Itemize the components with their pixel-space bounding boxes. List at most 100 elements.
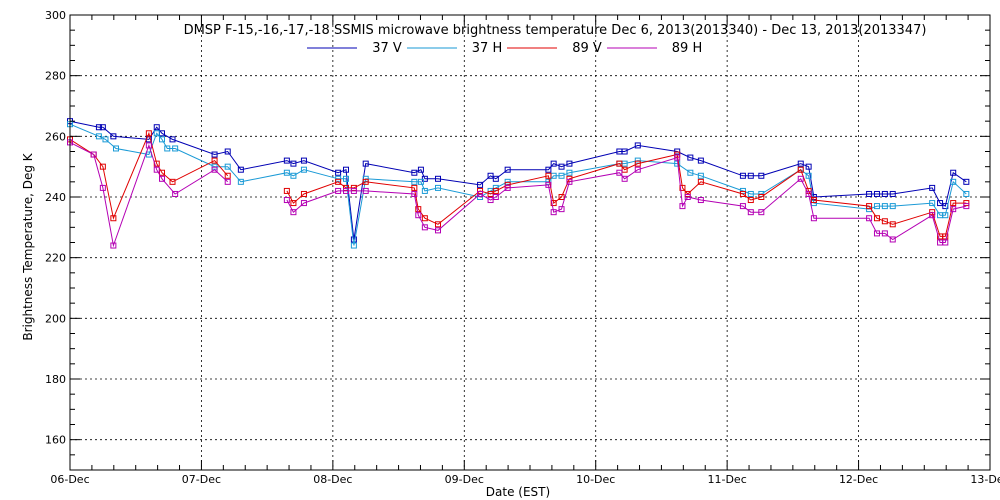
x-tick-label: 12-Dec	[839, 473, 878, 486]
data-point	[950, 200, 957, 207]
data-point	[687, 169, 694, 176]
data-point	[435, 184, 441, 191]
data-point	[435, 175, 441, 182]
data-point	[290, 200, 297, 207]
series-layer	[67, 118, 970, 249]
data-point	[621, 175, 628, 182]
data-point	[237, 166, 244, 173]
legend-item: 89 H	[607, 41, 702, 56]
data-point	[172, 145, 179, 152]
data-point	[283, 197, 290, 204]
data-point	[172, 190, 179, 197]
chart-title: DMSP F-15,-16,-17,-18 SSMIS microwave br…	[184, 23, 927, 38]
data-point	[504, 166, 511, 173]
x-tick-label: 08-Dec	[313, 473, 352, 486]
data-point	[616, 160, 623, 167]
data-point	[889, 221, 896, 228]
data-point	[164, 145, 171, 152]
x-tick-label: 09-Dec	[445, 473, 484, 486]
data-point	[283, 169, 290, 176]
data-point	[674, 154, 681, 161]
data-point	[797, 160, 804, 167]
data-point	[477, 190, 484, 197]
data-point	[421, 175, 428, 182]
y-axis-title: Brightness Temperature, Deg K	[21, 152, 35, 340]
data-point	[290, 209, 297, 216]
y-tick-label: 180	[45, 373, 66, 386]
data-point	[929, 200, 936, 207]
data-point	[697, 157, 704, 164]
data-point	[950, 169, 957, 176]
data-point	[545, 166, 552, 173]
data-point	[963, 178, 970, 185]
data-point	[435, 227, 441, 234]
data-point	[169, 136, 176, 143]
data-point	[797, 166, 804, 173]
data-point	[810, 197, 817, 204]
data-point	[300, 200, 307, 207]
data-point	[343, 166, 349, 173]
data-point	[283, 187, 290, 194]
data-point	[417, 166, 424, 173]
y-tick-label: 260	[45, 130, 66, 143]
data-point	[739, 172, 746, 179]
data-point	[153, 166, 160, 173]
data-point	[95, 133, 102, 140]
data-point	[169, 178, 176, 185]
data-point	[739, 187, 746, 194]
data-point	[487, 197, 494, 204]
data-point	[889, 203, 896, 210]
data-point	[300, 190, 307, 197]
data-point	[224, 178, 231, 185]
data-point	[283, 157, 290, 164]
data-point	[504, 178, 511, 185]
series-89-v	[67, 130, 970, 240]
data-point	[153, 124, 160, 131]
data-point	[881, 218, 888, 225]
data-point	[697, 197, 704, 204]
x-axis-title: Date (EST)	[486, 485, 550, 499]
data-point	[866, 215, 873, 222]
data-point	[963, 200, 970, 207]
data-point	[810, 200, 817, 207]
data-point	[963, 203, 970, 210]
series-37-v	[67, 118, 970, 243]
data-point	[224, 163, 231, 170]
legend-item: 37 H	[407, 41, 502, 56]
data-point	[566, 178, 573, 185]
legend-item: 37 V	[307, 41, 402, 56]
data-point	[487, 172, 494, 179]
data-point	[411, 178, 418, 185]
data-point	[211, 166, 218, 173]
data-point	[421, 224, 428, 231]
data-point	[290, 160, 297, 167]
data-point	[566, 160, 573, 167]
data-point	[411, 184, 418, 191]
x-tick-label: 06-Dec	[50, 473, 89, 486]
grid-lines	[70, 15, 990, 470]
data-point	[145, 130, 152, 137]
data-point	[421, 187, 428, 194]
data-point	[224, 172, 231, 179]
data-point	[477, 181, 484, 188]
x-tick-label: 13-Dec	[970, 473, 1000, 486]
data-point	[110, 215, 117, 222]
data-point	[558, 172, 565, 179]
data-point	[937, 200, 944, 207]
data-point	[674, 151, 681, 158]
data-point	[805, 163, 812, 170]
legend-label: 89 H	[672, 41, 702, 56]
data-point	[113, 145, 119, 152]
data-point	[362, 178, 369, 185]
data-point	[942, 239, 949, 246]
data-point	[335, 169, 342, 176]
y-tick-label: 200	[45, 312, 66, 325]
legend-label: 89 V	[572, 41, 602, 56]
data-point	[747, 197, 754, 204]
data-point	[487, 190, 494, 197]
data-point	[492, 187, 499, 194]
data-point	[504, 181, 511, 188]
data-point	[873, 230, 880, 237]
data-point	[634, 142, 641, 149]
